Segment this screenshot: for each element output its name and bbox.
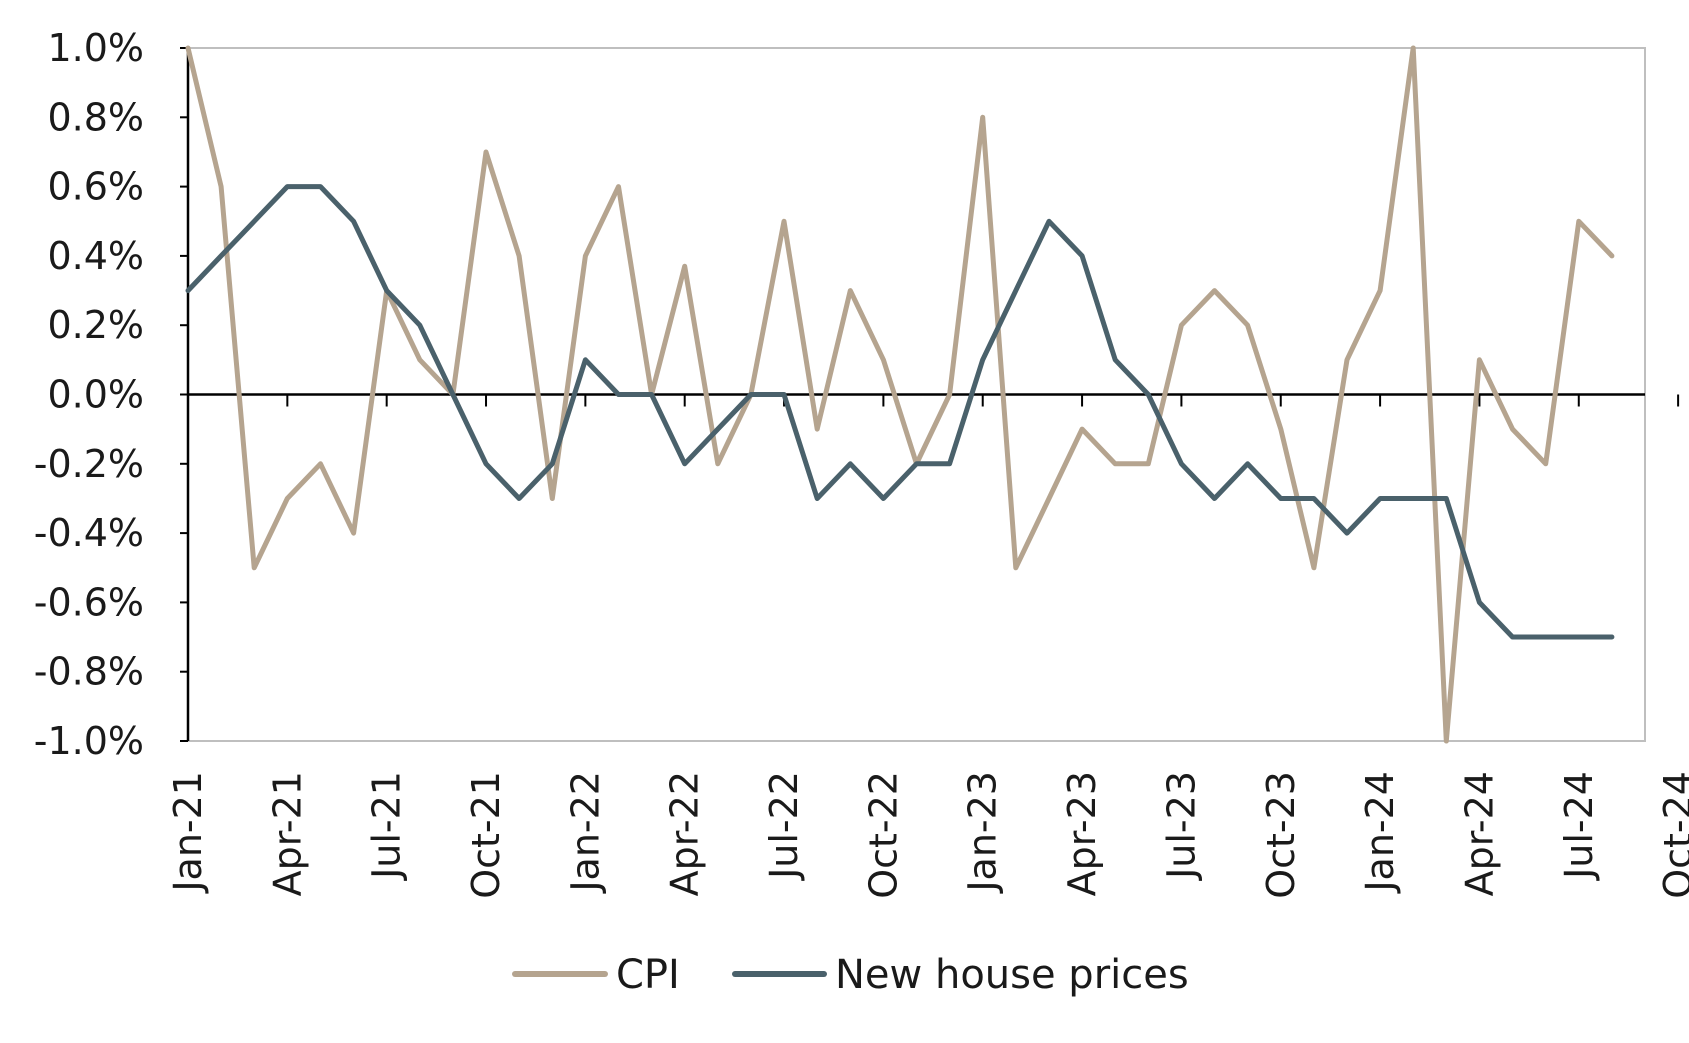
x-tick-label: Jul-23 (1159, 771, 1203, 881)
y-axis: 1.0% 0.8% 0.6% 0.4% 0.2% 0.0% -0.2% -0.4% -0.6% -… (34, 26, 190, 763)
y-tick-label: 0.0% (47, 373, 144, 417)
y-tick-label: -1.0% (34, 719, 144, 763)
y-tick-label: 0.2% (47, 303, 144, 347)
x-tick-label: Apr-22 (663, 771, 707, 896)
legend-label-cpi: CPI (616, 952, 680, 998)
series-line-cpi (185, 45, 1615, 744)
y-tick-label: -0.2% (34, 442, 144, 486)
y-tick-label: 0.8% (47, 95, 144, 139)
x-tick-label: Apr-23 (1060, 771, 1104, 896)
y-tick-label: 0.4% (47, 234, 144, 278)
x-tick-label: Jan-24 (1358, 771, 1402, 894)
x-tick-label: Apr-21 (265, 771, 309, 896)
y-tick-label: -0.6% (34, 580, 144, 624)
legend-item-cpi: CPI (512, 952, 680, 998)
legend-item-new-house-prices: New house prices (732, 952, 1189, 998)
x-tick-label: Jan-22 (563, 771, 607, 894)
x-tick-label: Jul-24 (1557, 771, 1601, 881)
y-tick-label: -0.4% (34, 511, 144, 555)
x-tick-label: Jan-23 (961, 771, 1005, 894)
x-axis: Jan-21 Apr-21 Jul-21 Oct-21 Jan-22 Apr-22 Jul-… (166, 393, 1689, 899)
series-line-new-house-prices (185, 184, 1615, 640)
x-tick-label: Jul-21 (365, 771, 409, 881)
x-tick-label: Oct-21 (464, 771, 508, 899)
x-tick-label: Jan-21 (166, 771, 210, 894)
y-tick-label: 1.0% (47, 26, 144, 70)
x-tick-label: Apr-24 (1457, 771, 1501, 896)
x-tick-label: Oct-23 (1259, 771, 1303, 899)
x-tick-label: Jul-22 (762, 771, 806, 881)
y-tick-label: -0.8% (34, 650, 144, 694)
series-lines (185, 45, 1615, 744)
legend-label-new-house-prices: New house prices (835, 952, 1189, 998)
legend: CPI New house prices (512, 952, 1189, 998)
y-tick-label: 0.6% (47, 165, 144, 209)
x-tick-label: Oct-22 (861, 771, 905, 899)
x-tick-label: Oct-24 (1656, 771, 1689, 899)
